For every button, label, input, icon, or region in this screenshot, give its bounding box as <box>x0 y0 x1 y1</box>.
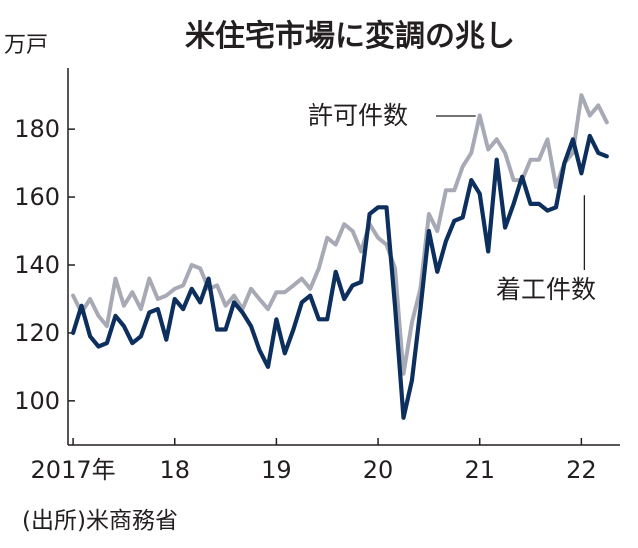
x-tick-label: 21 <box>464 456 495 484</box>
series-label-starts: 着工件数 <box>496 275 596 304</box>
series-line-starts <box>70 133 609 420</box>
axes: 100 120 140 160 180 2017年 18 19 20 21 22 <box>14 68 620 484</box>
y-tick-label: 100 <box>14 387 60 415</box>
chart-title: 米住宅市場に変調の兆し <box>185 19 515 54</box>
x-tick-label: 19 <box>261 456 292 484</box>
x-tick-label: 2017年 <box>31 456 116 484</box>
y-tick-label: 140 <box>14 251 60 279</box>
x-tick-label: 20 <box>363 456 394 484</box>
source-note: (出所)米商務省 <box>22 508 178 534</box>
x-tick-label: 18 <box>159 456 190 484</box>
series-line-permits <box>71 93 609 376</box>
x-tick-label: 22 <box>566 456 597 484</box>
series-label-permits: 許可件数 <box>308 101 408 130</box>
y-tick-label: 120 <box>14 319 60 347</box>
series-layer <box>70 93 609 420</box>
y-axis-unit: 万戸 <box>4 33 48 58</box>
y-tick-label: 180 <box>14 115 60 143</box>
y-tick-label: 160 <box>14 183 60 211</box>
